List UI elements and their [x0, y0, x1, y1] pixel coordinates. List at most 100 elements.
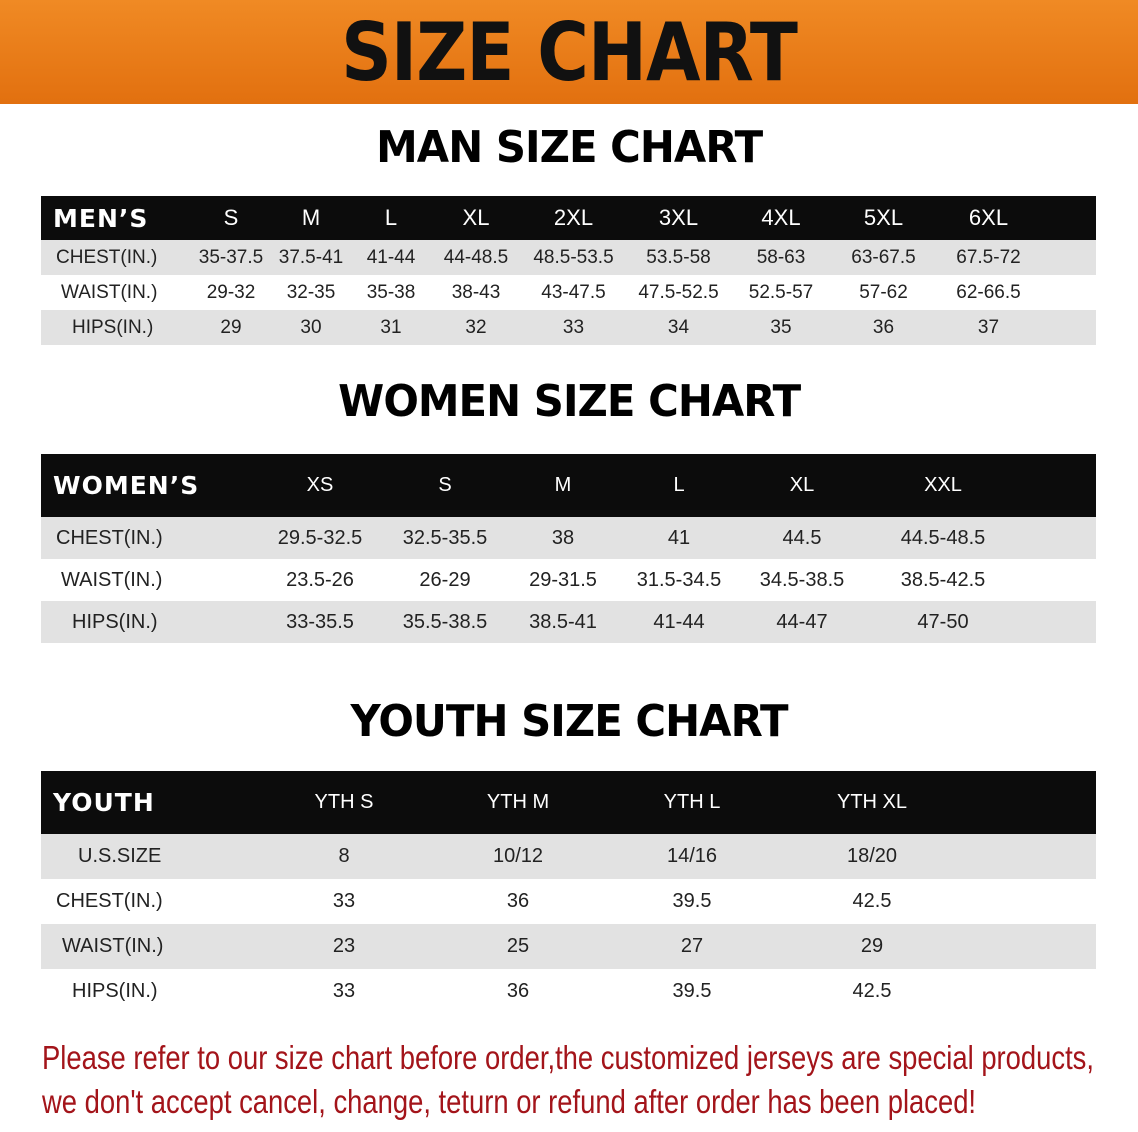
- table-row: HIPS(IN.) 29 30 31 32 33 34 35 36 37: [41, 310, 1096, 345]
- measurement-cell: 48.5-53.5: [533, 246, 614, 268]
- table-label: YOUTH: [53, 788, 155, 817]
- measurement-cell: 47-50: [917, 610, 969, 633]
- row-label: CHEST(IN.): [56, 526, 163, 549]
- table-row: WAIST(IN.) 29-32 32-35 35-38 38-43 43-47.5 47.…: [41, 275, 1096, 310]
- size-header: M: [301, 205, 321, 230]
- size-header: YTH L: [663, 791, 721, 813]
- measurement-cell: 29-31.5: [529, 568, 597, 591]
- measurement-cell: 35-38: [366, 281, 416, 303]
- measurement-cell: 62-66.5: [956, 281, 1021, 303]
- size-header: XS: [306, 474, 334, 496]
- measurement-cell: 14/16: [666, 845, 718, 867]
- measurement-cell: 34: [667, 316, 690, 338]
- measurement-cell: 67.5-72: [956, 246, 1021, 268]
- size-header: S: [438, 474, 452, 496]
- measurement-cell: 36: [506, 980, 530, 1002]
- size-header: XXL: [924, 474, 962, 496]
- measurement-cell: 25: [506, 935, 530, 957]
- size-header: M: [554, 474, 572, 496]
- measurement-cell: 42.5: [852, 980, 892, 1002]
- measurement-cell: 35: [770, 316, 792, 338]
- measurement-cell: 35.5-38.5: [402, 610, 488, 633]
- measurement-cell: 33-35.5: [286, 610, 354, 633]
- header-row: WOMEN’S XS S M L XL XXL: [41, 454, 1096, 517]
- measurement-cell: 41-44: [366, 246, 416, 268]
- table-row: HIPS(IN.) 33-35.5 35.5-38.5 38.5-41 41-44 44-…: [41, 601, 1096, 643]
- measurement-cell: 41: [667, 526, 691, 549]
- size-header: 5XL: [863, 205, 904, 230]
- measurement-cell: 32.5-35.5: [402, 526, 488, 549]
- table-row: WAIST(IN.) 23.5-26 26-29 29-31.5 31.5-34.5 34…: [41, 559, 1096, 601]
- measurement-cell: 33: [332, 890, 356, 912]
- size-header: 6XL: [968, 205, 1009, 230]
- measurement-cell: 29-32: [206, 281, 256, 303]
- table-row: WAIST(IN.) 23 25 27 29: [41, 924, 1096, 969]
- men-size-table: MEN’S S M L XL 2XL 3XL 4XL 5XL 6XL CHEST(IN.) 35-37…: [41, 196, 1096, 345]
- size-header: XL: [789, 474, 815, 496]
- banner-title: SIZE CHART: [341, 5, 798, 99]
- measurement-cell: 63-67.5: [851, 246, 916, 268]
- size-header: 4XL: [761, 205, 801, 230]
- youth-section-title: YOUTH SIZE CHART: [350, 696, 788, 747]
- measurement-cell: 31.5-34.5: [636, 568, 722, 591]
- order-notice-line-2: we don't accept cancel, change, teturn o…: [42, 1083, 977, 1120]
- women-size-table: WOMEN’S XS S M L XL XXL CHEST(IN.) 29.5-32.5 32.5…: [41, 454, 1096, 643]
- measurement-cell: 38: [551, 526, 575, 549]
- measurement-cell: 42.5: [852, 890, 892, 912]
- measurement-cell: 32: [465, 316, 487, 338]
- table-row: CHEST(IN.) 33 36 39.5 42.5: [41, 879, 1096, 924]
- measurement-cell: 36: [506, 890, 530, 912]
- row-label: CHEST(IN.): [56, 890, 163, 912]
- row-label: WAIST(IN.): [62, 935, 164, 957]
- measurement-cell: 23.5-26: [286, 568, 354, 591]
- measurement-cell: 47.5-52.5: [638, 281, 719, 303]
- measurement-cell: 30: [300, 316, 322, 338]
- table-row: CHEST(IN.) 35-37.5 37.5-41 41-44 44-48.5 48.5…: [41, 240, 1096, 275]
- measurement-cell: 35-37.5: [198, 246, 264, 268]
- measurement-cell: 57-62: [859, 281, 908, 303]
- measurement-cell: 31: [380, 316, 402, 338]
- measurement-cell: 32-35: [286, 281, 336, 303]
- measurement-cell: 29.5-32.5: [277, 526, 363, 549]
- size-header: YTH M: [486, 791, 550, 813]
- measurement-cell: 41-44: [653, 610, 705, 633]
- row-label: HIPS(IN.): [72, 610, 158, 633]
- measurement-cell: 23: [332, 935, 356, 957]
- measurement-cell: 44.5-48.5: [900, 526, 986, 549]
- table-label: WOMEN’S: [53, 471, 200, 500]
- size-header: XL: [462, 205, 490, 230]
- measurement-cell: 38.5-41: [529, 610, 597, 633]
- measurement-cell: 43-47.5: [541, 281, 606, 303]
- measurement-cell: 58-63: [756, 246, 806, 268]
- measurement-cell: 39.5: [672, 890, 712, 912]
- row-label: HIPS(IN.): [72, 980, 158, 1002]
- measurement-cell: 8: [338, 845, 350, 867]
- row-label: CHEST(IN.): [56, 246, 158, 268]
- size-header: YTH S: [314, 791, 374, 813]
- header-row: MEN’S S M L XL 2XL 3XL 4XL 5XL 6XL: [41, 196, 1096, 240]
- measurement-cell: 44.5: [782, 526, 822, 549]
- measurement-cell: 29: [860, 935, 884, 957]
- table-label: MEN’S: [53, 203, 149, 233]
- measurement-cell: 52.5-57: [748, 281, 814, 303]
- measurement-cell: 38.5-42.5: [900, 568, 986, 591]
- measurement-cell: 26-29: [419, 568, 471, 591]
- measurement-cell: 34.5-38.5: [759, 568, 845, 591]
- measurement-cell: 39.5: [672, 980, 712, 1002]
- women-section-title: WOMEN SIZE CHART: [337, 376, 801, 427]
- measurement-cell: 44-48.5: [443, 246, 509, 268]
- youth-size-table: YOUTH YTH S YTH M YTH L YTH XL U.S.SIZE 8 10/12…: [41, 771, 1096, 1014]
- order-notice-line-1: Please refer to our size chart before or…: [42, 1039, 1094, 1076]
- order-notice: Please refer to our size chart before or…: [42, 1036, 1094, 1124]
- row-label: WAIST(IN.): [61, 281, 158, 303]
- measurement-cell: 37: [977, 316, 1000, 338]
- row-label: U.S.SIZE: [78, 845, 162, 867]
- size-chart-banner: SIZE CHART: [0, 0, 1138, 104]
- table-row: U.S.SIZE 8 10/12 14/16 18/20: [41, 834, 1096, 879]
- table-row: CHEST(IN.) 29.5-32.5 32.5-35.5 38 41 44.5 44.5…: [41, 517, 1096, 559]
- table-row: HIPS(IN.) 33 36 39.5 42.5: [41, 969, 1096, 1014]
- measurement-cell: 10/12: [492, 845, 544, 867]
- size-header: S: [223, 205, 239, 230]
- measurement-cell: 53.5-58: [646, 246, 711, 268]
- row-label: WAIST(IN.): [61, 568, 163, 591]
